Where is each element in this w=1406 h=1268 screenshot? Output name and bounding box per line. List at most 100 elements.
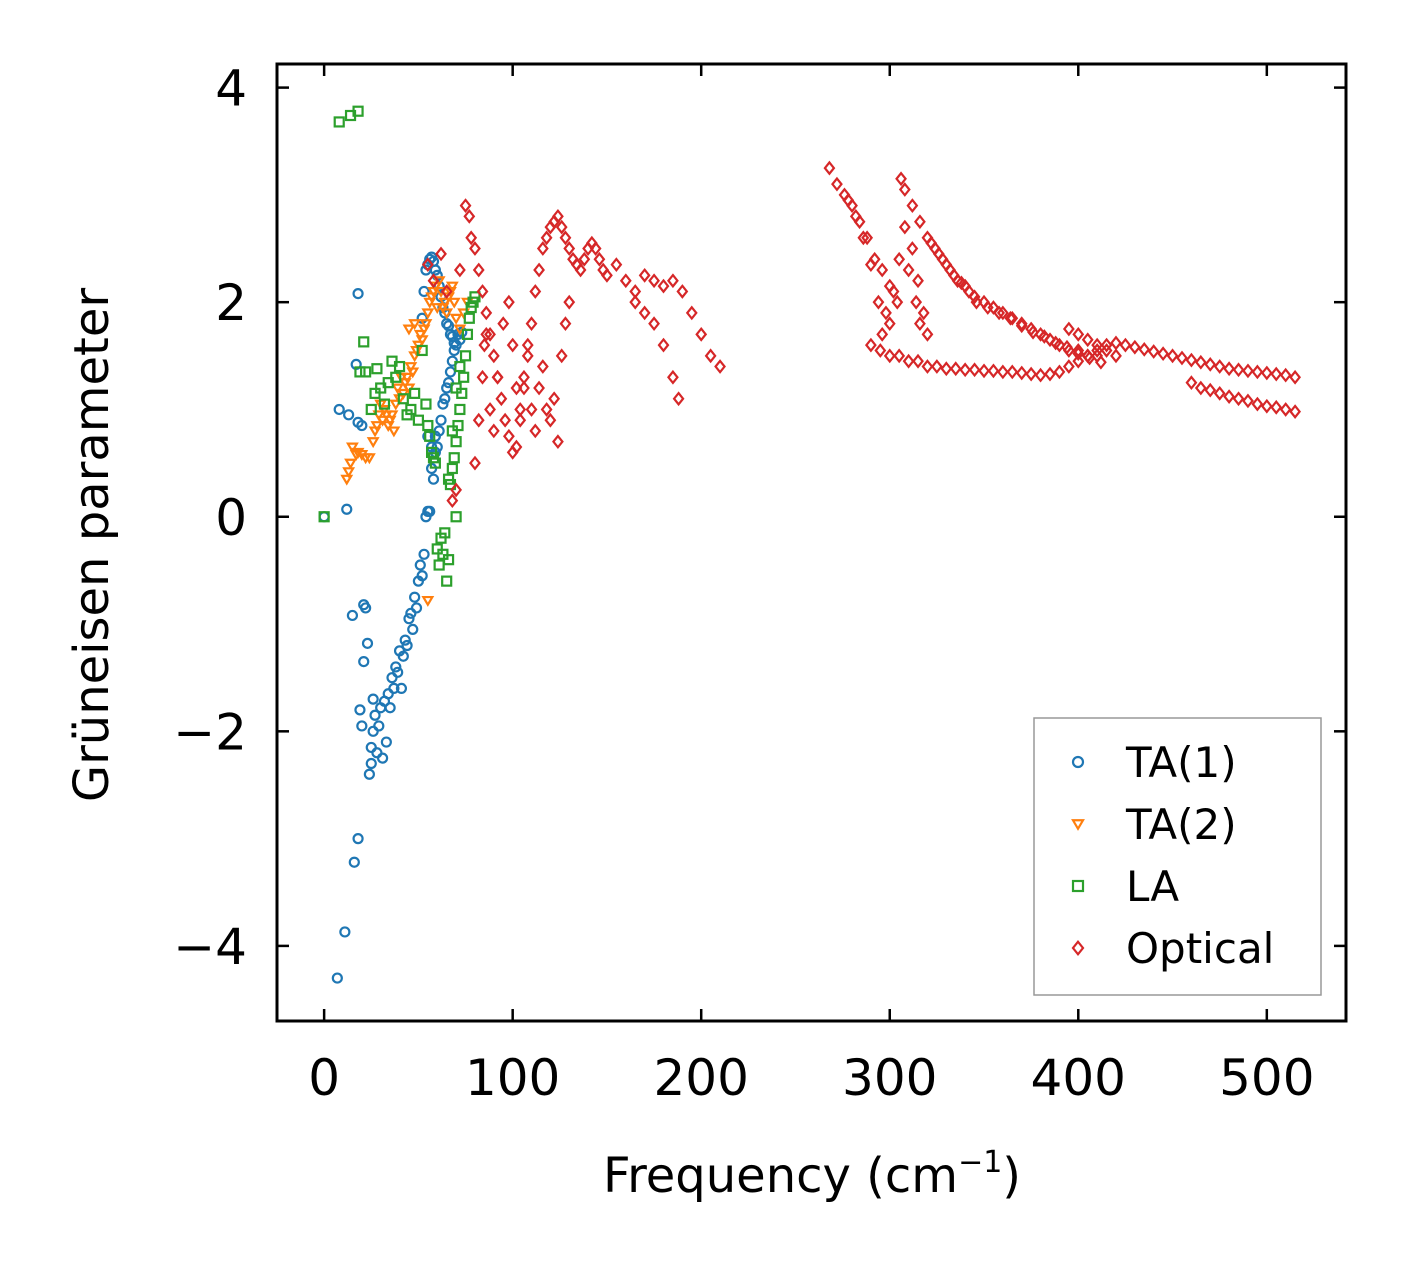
data-point — [424, 505, 436, 517]
data-point — [378, 404, 391, 416]
data-point — [419, 319, 433, 331]
data-point — [1251, 396, 1264, 412]
data-point — [1072, 346, 1085, 362]
data-point — [480, 305, 493, 321]
data-point — [449, 313, 463, 325]
data-point — [339, 926, 351, 938]
data-point — [548, 391, 561, 407]
y-tick-label: 4 — [215, 60, 247, 118]
data-point — [955, 275, 968, 291]
data-point — [1223, 361, 1236, 377]
data-point — [1025, 366, 1038, 382]
data-point — [1072, 326, 1085, 342]
data-point — [389, 399, 403, 411]
data-point — [601, 267, 613, 283]
x-tick-label: 100 — [465, 1049, 560, 1107]
data-point — [559, 230, 572, 246]
data-point — [1049, 335, 1062, 351]
data-point — [439, 527, 451, 539]
data-point — [373, 720, 385, 732]
x-tick-label: 0 — [308, 1049, 340, 1107]
data-point — [442, 473, 455, 485]
data-point — [448, 337, 460, 349]
data-point — [390, 371, 402, 383]
data-point — [831, 176, 843, 192]
data-point — [514, 412, 527, 428]
data-point — [559, 316, 572, 332]
data-point — [472, 412, 485, 428]
data-point — [657, 337, 670, 353]
data-point — [413, 329, 427, 341]
data-point — [367, 693, 379, 705]
y-tick-label: 0 — [215, 489, 247, 547]
legend-marker — [1071, 939, 1085, 957]
data-point — [445, 281, 459, 293]
data-point — [521, 337, 534, 353]
data-point — [872, 294, 885, 310]
data-point — [895, 171, 907, 187]
data-point — [472, 262, 485, 278]
data-point — [447, 297, 461, 309]
data-point — [695, 326, 708, 342]
data-point — [487, 423, 500, 439]
data-point — [461, 328, 474, 340]
data-point — [421, 595, 435, 607]
data-point — [421, 257, 434, 273]
data-point — [902, 353, 915, 369]
data-point — [484, 402, 496, 417]
data-point — [1038, 329, 1051, 344]
data-point — [552, 434, 564, 450]
axis-ticks: 0 100 200 300 400 500 −4 −2 0 2 4 — [173, 60, 1346, 1107]
data-point — [480, 326, 493, 342]
data-point — [1194, 380, 1207, 396]
data-point — [864, 337, 877, 353]
data-point — [610, 257, 623, 273]
data-point — [427, 473, 440, 485]
data-point — [913, 316, 926, 332]
data-point — [371, 363, 383, 375]
data-point — [893, 348, 906, 364]
data-point — [857, 230, 870, 246]
data-point — [356, 419, 368, 432]
data-point — [849, 208, 862, 224]
data-point — [529, 284, 542, 299]
data-point — [376, 415, 390, 427]
data-point — [1062, 359, 1075, 374]
data-point — [1083, 350, 1096, 366]
data-point — [1251, 364, 1264, 380]
data-point — [1289, 404, 1302, 419]
data-point — [352, 287, 364, 300]
data-point — [1185, 375, 1198, 391]
data-point — [1260, 365, 1273, 381]
x-tick-label: 400 — [1031, 1049, 1126, 1107]
data-point — [898, 219, 911, 235]
data-point — [391, 383, 405, 395]
data-point — [930, 359, 943, 374]
legend-marker — [1071, 819, 1085, 831]
data-point — [910, 294, 923, 310]
data-point — [476, 284, 489, 299]
data-point — [981, 300, 994, 315]
data-point — [401, 639, 413, 652]
legend-label: Optical — [1126, 924, 1274, 973]
data-point — [921, 359, 934, 374]
data-point — [1185, 352, 1198, 368]
data-point — [1176, 350, 1188, 366]
data-point — [393, 360, 406, 373]
data-point — [495, 391, 508, 407]
x-tick-label: 200 — [653, 1049, 748, 1107]
data-point — [465, 230, 478, 246]
data-point — [1242, 363, 1254, 379]
data-point — [459, 350, 472, 362]
legend-label: TA(1) — [1125, 738, 1237, 787]
data-point — [1270, 399, 1283, 415]
data-point — [925, 235, 938, 251]
data-point — [1279, 402, 1292, 417]
data-point — [450, 482, 463, 498]
data-point — [1006, 364, 1019, 380]
data-point — [921, 326, 934, 342]
data-point — [318, 511, 330, 523]
data-point — [469, 291, 481, 303]
data-point — [876, 262, 889, 278]
